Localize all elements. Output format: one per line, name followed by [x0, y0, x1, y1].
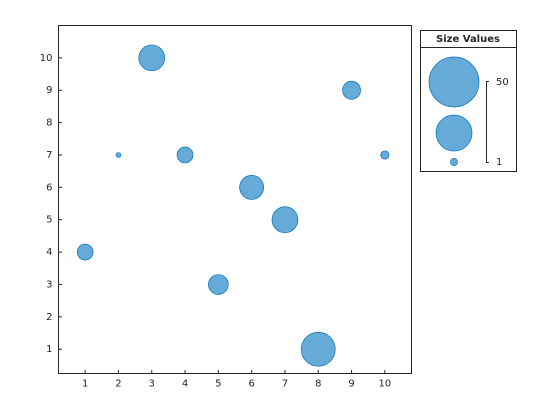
bubble-legend: Size Values [420, 30, 517, 172]
x-tick-label: 6 [248, 379, 254, 390]
bubble [239, 174, 265, 200]
legend-label: 50 [496, 77, 509, 88]
y-tick-label: 3 [46, 279, 52, 290]
legend-label: 1 [496, 157, 502, 168]
bubble [271, 206, 299, 234]
y-tick-label: 7 [46, 150, 52, 161]
bubble [115, 152, 122, 158]
bubble [176, 146, 194, 164]
x-tick-label: 4 [182, 379, 188, 390]
x-tick-label: 9 [348, 379, 354, 390]
x-tick-label: 1 [82, 379, 88, 390]
legend-bubble [428, 56, 480, 108]
y-tick-label: 9 [46, 85, 52, 96]
y-tick-label: 6 [46, 182, 52, 193]
bubble [76, 243, 94, 261]
y-tick-label: 8 [46, 118, 52, 129]
bubble [138, 44, 166, 72]
legend-bubble [450, 158, 458, 166]
plot-area [58, 25, 412, 374]
bubble [342, 80, 361, 100]
y-tick-label: 2 [46, 312, 52, 323]
y-tick-label: 5 [46, 215, 52, 226]
x-tick-label: 3 [149, 379, 155, 390]
x-tick-label: 2 [115, 379, 121, 390]
x-tick-label: 7 [282, 379, 288, 390]
x-tick-label: 5 [215, 379, 221, 390]
bubble [380, 150, 390, 160]
x-tick-label: 8 [315, 379, 321, 390]
y-tick-label: 4 [46, 247, 52, 258]
bubble [208, 274, 229, 295]
bubble [300, 331, 336, 367]
y-tick-label: 10 [40, 53, 53, 64]
x-tick-label: 10 [378, 379, 391, 390]
legend-title: Size Values [436, 34, 500, 45]
y-tick-label: 1 [46, 344, 52, 355]
legend-bracket [486, 81, 489, 163]
legend-mid-bubble [435, 114, 473, 152]
